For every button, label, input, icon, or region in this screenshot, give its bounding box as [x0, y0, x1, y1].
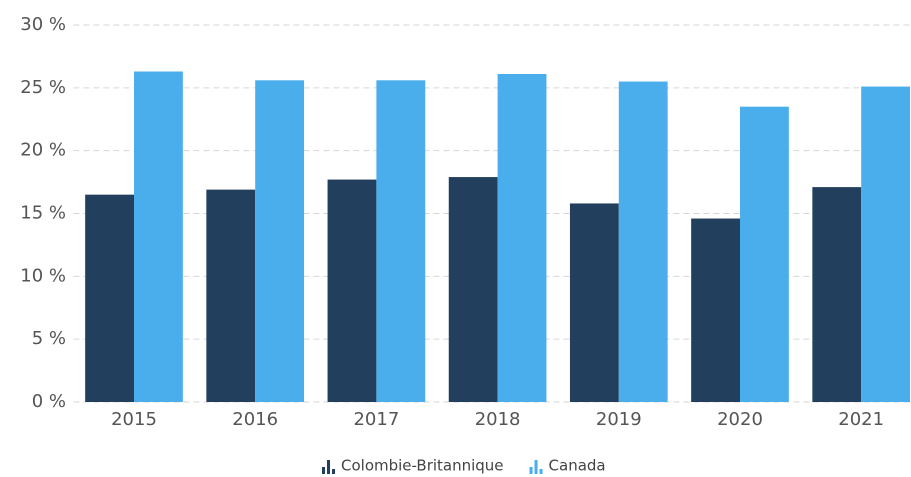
x-tick-label: 2016	[232, 409, 278, 430]
legend-item: Canada	[529, 457, 606, 475]
y-tick-label: 30 %	[20, 14, 66, 35]
bar	[861, 86, 911, 403]
legend-icon	[327, 460, 330, 474]
x-tick-label: 2021	[838, 409, 884, 430]
x-tick-label: 2018	[475, 409, 521, 430]
bar	[812, 187, 862, 402]
legend-icon	[534, 460, 538, 474]
x-tick-label: 2015	[111, 409, 157, 430]
x-tick-label: 2019	[596, 409, 642, 430]
legend-icon	[332, 469, 335, 474]
y-tick-label: 25 %	[20, 77, 66, 98]
legend-item: Colombie-Britannique	[322, 457, 504, 475]
x-tick-label: 2020	[717, 409, 763, 430]
legend-label: Colombie-Britannique	[341, 457, 504, 475]
legend-icon	[539, 469, 543, 474]
legend-icon	[529, 467, 533, 474]
bar	[255, 80, 305, 402]
y-tick-label: 5 %	[32, 328, 66, 349]
x-tick-label: 2017	[353, 409, 399, 430]
legend-label: Canada	[549, 457, 606, 475]
bar	[448, 177, 498, 402]
y-tick-label: 20 %	[20, 140, 66, 161]
bar	[85, 194, 134, 402]
bar	[327, 179, 377, 402]
bar	[376, 80, 426, 402]
bar	[206, 189, 256, 402]
bar	[740, 106, 789, 402]
y-tick-label: 10 %	[20, 265, 66, 286]
legend: Colombie-Britannique Canada	[322, 457, 606, 475]
y-tick-label: 0 %	[32, 391, 66, 412]
bar	[569, 203, 619, 402]
bar	[618, 81, 668, 403]
bar	[691, 218, 740, 402]
y-tick-label: 15 %	[20, 203, 66, 224]
bar	[497, 74, 547, 402]
legend-icon	[322, 467, 325, 474]
bar	[134, 71, 183, 402]
